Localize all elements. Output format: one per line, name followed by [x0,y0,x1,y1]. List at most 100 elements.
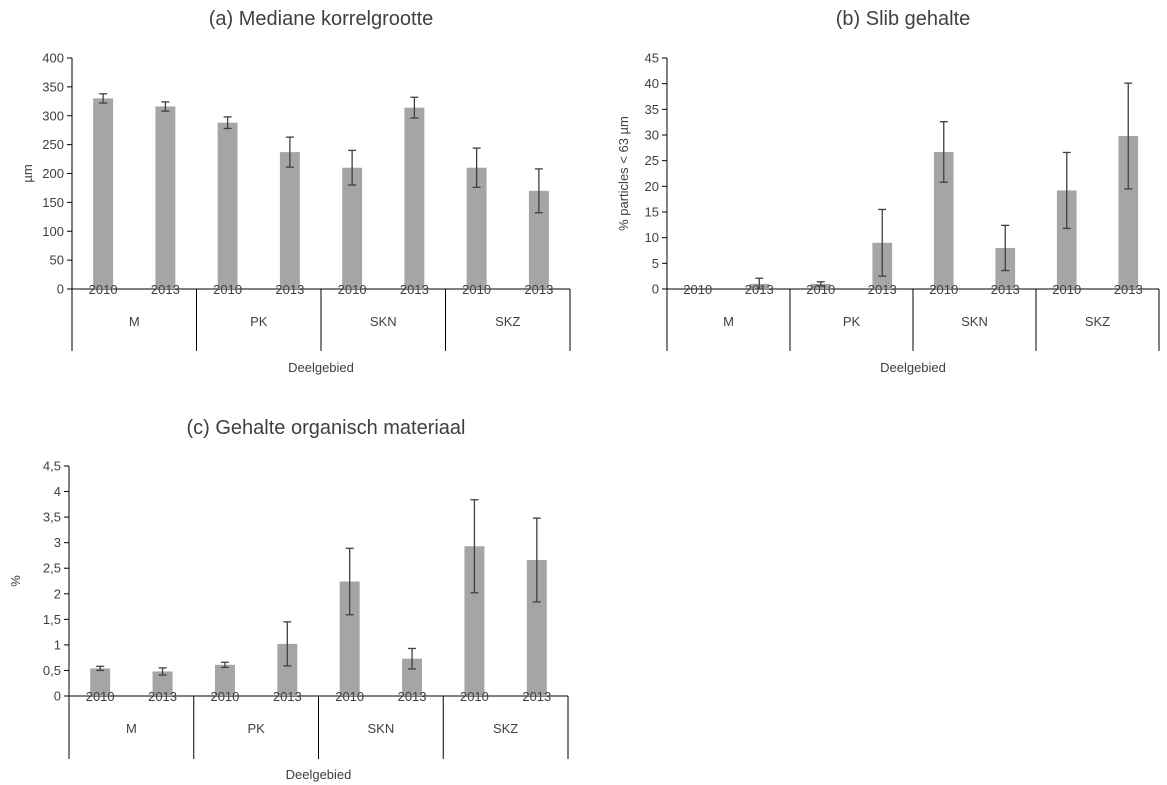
x-tick-label: 2013 [148,689,177,704]
bar-skz-2013 [528,190,549,289]
y-tick-label: 5 [652,256,659,271]
y-tick-label: 45 [645,51,659,66]
x-tick-label: 2013 [524,282,553,297]
y-tick-label: 3 [54,535,61,550]
y-axis-title: % particles < 63 µm [616,116,631,231]
error-bar [348,149,357,186]
x-tick-label: 2010 [213,282,242,297]
y-tick-label: 10 [645,230,659,245]
y-tick-label: 1 [54,637,61,652]
chart-0: (a) Mediane korrelgrootte 0 50 100 150 200 250… [20,8,571,375]
bar-skn-2010 [933,151,954,289]
chart-title: (a) Mediane korrelgrootte [209,8,434,30]
chart-2: (c) Gehalte organisch materiaal 0 0,5 1 1,5 2… [8,417,569,782]
x-tick-label: 2013 [522,689,551,704]
y-tick-label: 30 [645,128,659,143]
x-tick-label: 2010 [338,282,367,297]
group-label: M [129,314,140,329]
bar-skz-2010 [466,167,487,289]
group-label: PK [250,314,268,329]
group-label: SKZ [495,314,520,329]
group-label: SKZ [493,721,518,736]
y-tick-label: 50 [50,253,64,268]
y-tick-label: 25 [645,153,659,168]
error-bar [158,667,167,676]
group-label: SKZ [1085,314,1110,329]
y-tick-label: 1,5 [43,612,61,627]
group-label: M [126,721,137,736]
bar-pk-2010 [214,664,235,696]
error-bar [470,499,479,594]
bar-skn-2010 [342,167,363,289]
error-bar [1062,151,1071,230]
bar-m-2013 [152,671,173,696]
x-tick-label: 2010 [460,689,489,704]
bar-skz-2013 [1118,136,1139,289]
x-tick-label: 2010 [89,282,118,297]
error-bar [96,665,105,672]
x-tick-label: 2013 [991,282,1020,297]
x-axis-title: Deelgebied [880,360,946,375]
bar-skz-2013 [526,560,547,696]
y-tick-label: 2 [54,586,61,601]
y-tick-label: 400 [42,51,64,66]
bar-pk-2013 [277,643,298,696]
group-label: PK [247,721,265,736]
error-bar [878,208,887,277]
error-bar [410,96,419,119]
error-bar [345,547,354,616]
error-bar [1001,224,1010,272]
y-tick-label: 4,5 [43,459,61,474]
bar-skz-2010 [1056,190,1077,289]
y-tick-label: 300 [42,108,64,123]
bar-skn-2010 [339,581,360,696]
bar-m-2010 [90,668,111,696]
y-tick-label: 0 [54,689,61,704]
y-tick-label: 4 [54,484,61,499]
error-bar [532,517,541,603]
x-tick-label: 2010 [335,689,364,704]
y-axis-title: % [8,575,23,587]
error-bar [472,147,481,189]
y-tick-label: 250 [42,137,64,152]
error-bar [223,116,232,130]
y-axis-title: µm [20,164,35,182]
y-tick-label: 3,5 [43,510,61,525]
group-label: M [723,314,734,329]
y-tick-label: 15 [645,205,659,220]
y-tick-label: 0 [57,282,64,297]
group-label: SKN [961,314,988,329]
y-tick-label: 2,5 [43,561,61,576]
x-tick-label: 2010 [1052,282,1081,297]
error-bar [755,277,764,290]
x-tick-label: 2010 [462,282,491,297]
x-tick-label: 2013 [398,689,427,704]
x-tick-label: 2013 [275,282,304,297]
error-bar [408,647,417,670]
error-bar [220,661,229,669]
bar-skn-2013 [404,107,425,289]
x-tick-label: 2013 [273,689,302,704]
x-tick-label: 2010 [210,689,239,704]
bar-m-2013 [155,106,176,289]
error-bar [1124,82,1133,190]
error-bar [161,101,170,112]
x-axis-title: Deelgebied [288,360,354,375]
y-tick-label: 0,5 [43,663,61,678]
y-tick-label: 200 [42,166,64,181]
x-tick-label: 2010 [683,282,712,297]
chart-title: (b) Slib gehalte [836,8,971,30]
error-bar [283,621,292,667]
x-tick-label: 2013 [868,282,897,297]
x-tick-label: 2013 [745,282,774,297]
x-tick-label: 2010 [929,282,958,297]
y-tick-label: 0 [652,282,659,297]
error-bar [99,93,108,104]
chart-1: (b) Slib gehalte 0 5 10 15 20 25 30 35 40 45 % part… [616,8,1160,375]
error-bar [534,168,543,214]
y-tick-label: 35 [645,102,659,117]
x-tick-label: 2013 [151,282,180,297]
y-tick-label: 20 [645,179,659,194]
error-bar [816,281,825,287]
